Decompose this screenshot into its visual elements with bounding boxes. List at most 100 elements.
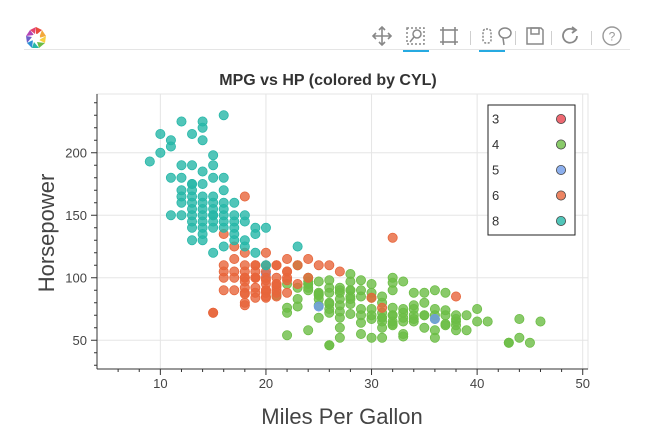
data-point-cyl-8[interactable]	[165, 210, 176, 221]
data-point-cyl-6[interactable]	[239, 191, 250, 202]
data-point-cyl-4[interactable]	[482, 316, 493, 327]
data-point-cyl-4[interactable]	[366, 303, 377, 314]
data-point-cyl-4[interactable]	[334, 282, 345, 293]
data-point-cyl-8[interactable]	[187, 203, 198, 214]
data-point-cyl-8[interactable]	[208, 247, 219, 258]
data-point-cyl-4[interactable]	[366, 332, 377, 343]
data-point-cyl-8[interactable]	[176, 197, 187, 208]
data-point-cyl-8[interactable]	[197, 222, 208, 233]
data-point-cyl-6[interactable]	[313, 260, 324, 271]
data-point-cyl-6[interactable]	[218, 260, 229, 271]
data-point-cyl-4[interactable]	[355, 328, 366, 339]
data-point-cyl-4[interactable]	[472, 303, 483, 314]
data-point-cyl-6[interactable]	[208, 307, 219, 318]
data-point-cyl-4[interactable]	[387, 318, 398, 329]
data-point-cyl-8[interactable]	[197, 179, 208, 190]
data-point-cyl-8[interactable]	[218, 110, 229, 121]
save-tool-icon[interactable]	[522, 23, 548, 49]
data-point-cyl-6[interactable]	[229, 253, 240, 264]
data-point-cyl-8[interactable]	[218, 222, 229, 233]
data-point-cyl-4[interactable]	[324, 287, 335, 298]
data-point-cyl-8[interactable]	[197, 203, 208, 214]
data-point-cyl-6[interactable]	[282, 275, 293, 286]
data-point-cyl-4[interactable]	[440, 320, 451, 331]
data-point-cyl-6[interactable]	[292, 278, 303, 289]
data-point-cyl-4[interactable]	[334, 300, 345, 311]
data-point-cyl-4[interactable]	[461, 310, 472, 321]
data-point-cyl-6[interactable]	[250, 292, 261, 303]
data-point-cyl-4[interactable]	[313, 276, 324, 287]
data-point-cyl-6[interactable]	[282, 266, 293, 277]
data-point-cyl-8[interactable]	[260, 260, 271, 271]
data-point-cyl-8[interactable]	[250, 247, 261, 258]
data-point-cyl-8[interactable]	[218, 185, 229, 196]
data-point-cyl-6[interactable]	[239, 272, 250, 283]
data-point-cyl-4[interactable]	[303, 282, 314, 293]
data-point-cyl-6[interactable]	[239, 260, 250, 271]
wheel-zoom-tool-icon[interactable]	[436, 23, 462, 49]
data-point-cyl-6[interactable]	[271, 260, 282, 271]
data-point-cyl-8[interactable]	[208, 197, 219, 208]
data-point-cyl-8[interactable]	[144, 156, 155, 167]
data-point-cyl-4[interactable]	[324, 275, 335, 286]
help-tool-icon[interactable]: ?	[599, 23, 625, 49]
data-point-cyl-8[interactable]	[218, 172, 229, 183]
box-select-tool-icon[interactable]	[479, 23, 505, 52]
data-point-cyl-8[interactable]	[208, 216, 219, 227]
data-point-cyl-8[interactable]	[187, 160, 198, 171]
data-point-cyl-8[interactable]	[208, 150, 219, 161]
data-point-cyl-8[interactable]	[239, 235, 250, 246]
data-point-cyl-4[interactable]	[355, 275, 366, 286]
data-point-cyl-4[interactable]	[334, 322, 345, 333]
data-point-cyl-8[interactable]	[187, 235, 198, 246]
data-point-cyl-6[interactable]	[377, 302, 388, 313]
data-point-cyl-8[interactable]	[218, 241, 229, 252]
data-point-cyl-8[interactable]	[176, 116, 187, 127]
data-point-cyl-4[interactable]	[345, 293, 356, 304]
plot-area[interactable]: 10 20 30 40 50 50 100 150 200 3 4 5 6 8	[65, 93, 590, 391]
data-point-cyl-4[interactable]	[334, 332, 345, 343]
data-point-cyl-4[interactable]	[440, 310, 451, 321]
data-point-cyl-8[interactable]	[229, 197, 240, 208]
data-point-cyl-4[interactable]	[514, 332, 525, 343]
data-point-cyl-4[interactable]	[398, 276, 409, 287]
data-point-cyl-8[interactable]	[176, 160, 187, 171]
data-point-cyl-6[interactable]	[239, 297, 250, 308]
data-point-cyl-4[interactable]	[324, 340, 335, 351]
data-point-cyl-6[interactable]	[387, 232, 398, 243]
data-point-cyl-8[interactable]	[229, 235, 240, 246]
data-point-cyl-8[interactable]	[292, 241, 303, 252]
data-point-cyl-8[interactable]	[197, 135, 208, 146]
data-point-cyl-6[interactable]	[250, 260, 261, 271]
data-point-cyl-4[interactable]	[419, 287, 430, 298]
data-point-cyl-4[interactable]	[398, 307, 409, 318]
data-point-cyl-8[interactable]	[208, 172, 219, 183]
data-point-cyl-4[interactable]	[535, 316, 546, 327]
data-point-cyl-4[interactable]	[419, 297, 430, 308]
data-point-cyl-8[interactable]	[239, 216, 250, 227]
data-point-cyl-6[interactable]	[239, 288, 250, 299]
data-point-cyl-6[interactable]	[271, 281, 282, 292]
data-point-cyl-4[interactable]	[419, 310, 430, 321]
data-point-cyl-4[interactable]	[355, 291, 366, 302]
data-point-cyl-4[interactable]	[429, 285, 440, 296]
data-point-cyl-4[interactable]	[408, 303, 419, 314]
data-point-cyl-4[interactable]	[366, 278, 377, 289]
reset-tool-icon[interactable]	[557, 23, 583, 49]
data-point-cyl-6[interactable]	[229, 285, 240, 296]
data-point-cyl-6[interactable]	[334, 266, 345, 277]
data-point-cyl-4[interactable]	[282, 307, 293, 318]
data-point-cyl-8[interactable]	[187, 185, 198, 196]
data-point-cyl-8[interactable]	[187, 216, 198, 227]
data-point-cyl-6[interactable]	[229, 272, 240, 283]
data-point-cyl-6[interactable]	[250, 282, 261, 293]
data-point-cyl-4[interactable]	[345, 268, 356, 279]
data-point-cyl-4[interactable]	[472, 316, 483, 327]
data-point-cyl-6[interactable]	[303, 272, 314, 283]
data-point-cyl-6[interactable]	[303, 253, 314, 264]
data-point-cyl-4[interactable]	[408, 313, 419, 324]
data-point-cyl-4[interactable]	[398, 328, 409, 339]
data-point-cyl-4[interactable]	[377, 322, 388, 333]
data-point-cyl-8[interactable]	[165, 172, 176, 183]
data-point-cyl-8[interactable]	[229, 216, 240, 227]
